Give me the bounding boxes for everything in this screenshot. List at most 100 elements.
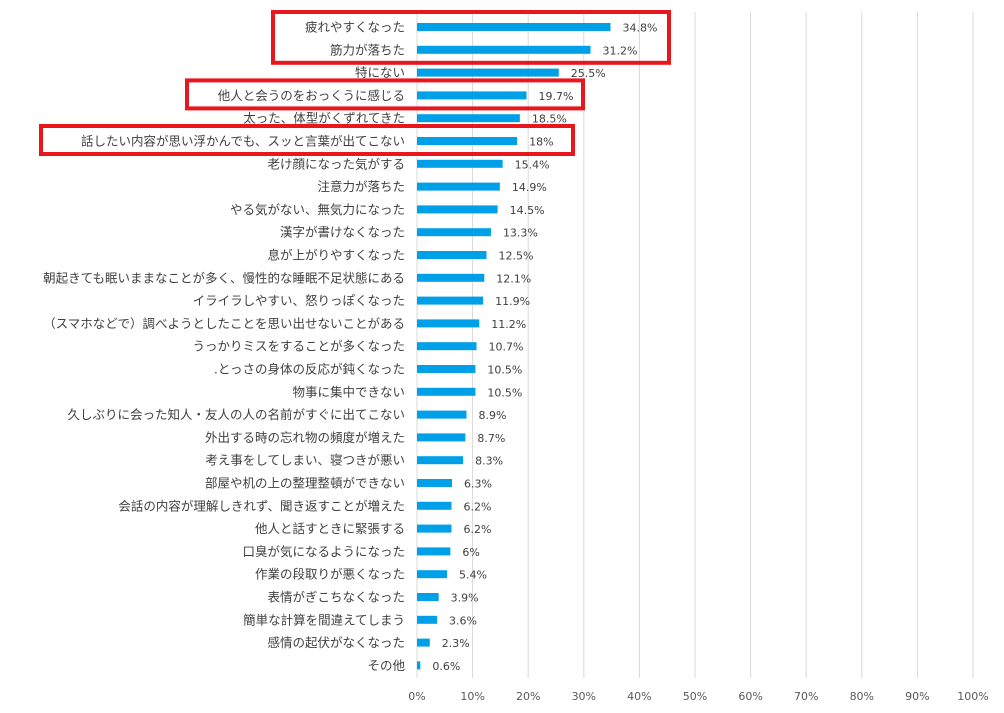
category-label: 作業の段取りが悪くなった: [255, 567, 405, 582]
x-tick-label: 80%: [850, 690, 874, 703]
highlight-box: [271, 10, 671, 65]
gridlines: [416, 12, 974, 678]
bar: [417, 159, 503, 168]
category-label: 外出する時の忘れ物の頻度が増えた: [205, 430, 405, 445]
category-label: .とっさの身体の反応が鈍くなった: [214, 362, 405, 377]
data-label: 8.3%: [475, 455, 503, 468]
bar: [417, 433, 466, 442]
data-label: 6%: [462, 546, 479, 559]
bar: [417, 182, 500, 191]
category-label: その他: [367, 658, 405, 673]
data-label: 8.7%: [477, 432, 505, 445]
bar: [417, 661, 421, 670]
category-label: 他人と話すときに緊張する: [255, 521, 405, 536]
category-label: 表情がぎこちなくなった: [267, 590, 405, 605]
data-label: 18.5%: [532, 113, 567, 126]
bar: [417, 68, 559, 77]
data-label: 31.2%: [602, 44, 637, 57]
category-label: 筋力が落ちた: [330, 42, 405, 57]
bars: [417, 23, 611, 670]
category-labels: 疲れやすくなった筋力が落ちた特にない他人と会うのをおっくうに感じる太った、体型が…: [43, 20, 405, 673]
bar: [417, 23, 611, 31]
bar: [417, 228, 491, 237]
bar: [417, 410, 467, 419]
category-label: 疲れやすくなった: [305, 20, 405, 35]
data-label: 11.9%: [495, 295, 530, 308]
category-label: 老け顔になった気がする: [267, 156, 405, 171]
highlight-box: [185, 78, 585, 111]
category-label: （スマホなどで）調べようとしたことを思い出せないことがある: [43, 316, 405, 331]
data-label: 10.5%: [487, 386, 522, 399]
bar: [417, 342, 477, 351]
bar: [417, 570, 448, 579]
x-tick-label: 70%: [794, 690, 818, 703]
x-tick-label: 20%: [516, 690, 540, 703]
bar: [417, 456, 464, 465]
bar: [417, 593, 439, 601]
bar: [417, 615, 438, 624]
category-label: イライラしやすい、怒りっぽくなった: [193, 293, 405, 308]
category-label: 物事に集中できない: [292, 384, 405, 399]
data-label: 12.5%: [499, 250, 534, 263]
bar: [417, 524, 452, 533]
category-label: やる気がない、無気力になった: [230, 202, 405, 217]
category-label: 考え事をしてしまい、寝つきが悪い: [205, 453, 405, 468]
bar: [417, 251, 487, 259]
bar: [417, 365, 476, 373]
data-label: 3.6%: [449, 614, 477, 627]
x-tick-label: 10%: [460, 690, 484, 703]
data-label: 10.5%: [487, 364, 522, 377]
bar: [417, 137, 518, 145]
bar: [417, 296, 484, 305]
category-label: 会話の内容が理解しきれず、聞き返すことが増えた: [118, 498, 405, 513]
data-label: 14.9%: [512, 181, 547, 194]
x-tick-label: 40%: [627, 690, 651, 703]
category-label: 久しぶりに会った知人・友人の人の名前がすぐに出てこない: [67, 407, 405, 422]
category-label: 口臭が気になるようになった: [242, 544, 405, 559]
category-label: 話したい内容が思い浮かんでも、スッと言葉が出てこない: [81, 134, 405, 149]
highlight-box: [39, 124, 575, 156]
bar: [417, 319, 480, 328]
data-label: 14.5%: [510, 204, 545, 217]
bar: [417, 387, 476, 396]
bar: [417, 45, 591, 54]
data-label: 10.7%: [488, 341, 523, 354]
category-label: うっかりミスをすることが多くなった: [192, 339, 405, 354]
category-label: 注意力が落ちた: [317, 179, 405, 194]
category-label: 特にない: [355, 65, 405, 80]
category-label: 太った、体型がくずれてきた: [243, 111, 405, 126]
bar: [417, 547, 451, 556]
data-label: 15.4%: [515, 158, 550, 171]
data-label: 13.3%: [503, 227, 538, 240]
data-label: 0.6%: [432, 660, 460, 673]
data-label: 8.9%: [478, 409, 506, 422]
data-label: 12.1%: [496, 272, 531, 285]
category-label: 朝起きても眠いままなことが多く、慢性的な睡眠不足状態にある: [43, 270, 405, 285]
data-label: 5.4%: [459, 569, 487, 582]
data-label: 25.5%: [571, 67, 606, 80]
category-label: 部屋や机の上の整理整頓ができない: [205, 476, 405, 491]
category-label: 他人と会うのをおっくうに感じる: [218, 88, 405, 103]
data-label: 3.9%: [451, 592, 479, 605]
bar: [417, 205, 498, 214]
highlight-boxes: [39, 10, 671, 156]
data-label: 11.2%: [491, 318, 526, 331]
data-label: 19.7%: [539, 90, 574, 103]
x-tick-label: 30%: [572, 690, 596, 703]
data-labels: 34.8% 31.2% 25.5% 19.7% 18.5% 18% 15.4% 14.9% 14…: [432, 22, 657, 673]
category-label: 感情の起伏がなくなった: [267, 635, 405, 650]
bar: [417, 479, 453, 487]
data-label: 18%: [529, 136, 553, 149]
x-tick-label: 50%: [683, 690, 707, 703]
data-label: 6.2%: [463, 523, 491, 536]
category-label: 簡単な計算を間違えてしまう: [243, 612, 405, 627]
bar: [417, 501, 452, 510]
x-axis-ticks: 0% 10% 20% 30% 40% 50% 60% 70% 80% 90% 100%: [408, 690, 988, 703]
bar: [417, 273, 485, 282]
category-label: 息が上がりやすくなった: [267, 248, 405, 263]
x-tick-label: 90%: [905, 690, 929, 703]
bar: [417, 91, 527, 100]
x-tick-label: 100%: [957, 690, 988, 703]
data-label: 34.8%: [622, 22, 657, 35]
